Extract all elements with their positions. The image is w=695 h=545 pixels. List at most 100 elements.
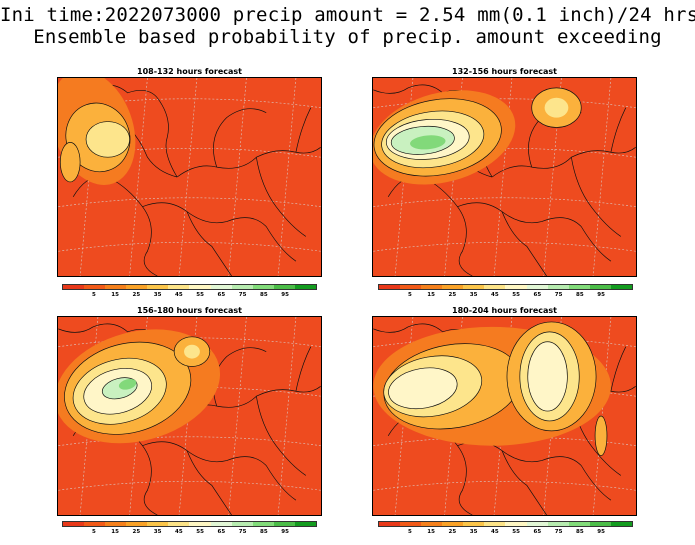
colorbar-label: 55: [512, 292, 520, 298]
colorbar-label: 35: [153, 529, 162, 535]
colorbar-label: 75: [554, 292, 563, 298]
header-line-2: Ensemble based probability of precip. am…: [33, 26, 662, 48]
header-line-1: Ini time:2022073000 precip amount = 2.54…: [0, 4, 695, 26]
colorbar-swatch: [589, 285, 611, 289]
panel-2-map: [372, 77, 637, 277]
colorbar-swatch: [168, 522, 190, 526]
colorbar-swatch: [252, 285, 274, 289]
panel-4-map: [372, 316, 637, 516]
panel-2-colorbar-labels: 5 15 25 35 45 55 65 75 85 95: [378, 292, 633, 300]
colorbar-label: 65: [217, 529, 226, 535]
colorbar-label: 15: [427, 529, 435, 535]
colorbar-swatch: [126, 522, 148, 526]
colorbar-swatch: [273, 285, 295, 289]
colorbar-swatch: [379, 522, 401, 526]
colorbar-swatch: [63, 285, 85, 289]
colorbar-label: 65: [533, 529, 542, 535]
colorbar-label: 45: [491, 292, 499, 298]
colorbar-label: 75: [238, 529, 247, 535]
colorbar-swatch: [589, 522, 611, 526]
colorbar-swatch: [252, 522, 274, 526]
colorbar-swatch: [484, 522, 506, 526]
colorbar-label: 85: [260, 292, 268, 298]
colorbar-swatch: [84, 522, 106, 526]
colorbar-swatch: [484, 285, 506, 289]
colorbar-swatch: [463, 285, 485, 289]
panel-1-colorbar: [62, 284, 317, 290]
colorbar-label: 55: [512, 529, 520, 535]
panel-1-title: 108-132 hours forecast: [137, 67, 242, 76]
colorbar-label: 65: [533, 292, 542, 298]
colorbar-swatch: [210, 285, 232, 289]
colorbar-swatch: [105, 522, 127, 526]
colorbar-swatch: [505, 522, 527, 526]
panel-4-colorbar: [378, 521, 633, 527]
colorbar-label: 95: [597, 529, 605, 535]
panel-3-colorbar-labels: 5 15 25 35 45 55 65 75 85 95: [62, 529, 317, 537]
panel-3-map: [57, 316, 322, 516]
colorbar-swatch: [294, 285, 316, 289]
colorbar-label: 75: [238, 292, 247, 298]
panel-1-map: [57, 77, 322, 277]
colorbar-swatch: [231, 522, 253, 526]
colorbar-swatch: [294, 522, 316, 526]
colorbar-swatch: [231, 285, 253, 289]
colorbar-label: 95: [597, 292, 605, 298]
probability-map: [58, 78, 321, 276]
colorbar-swatch: [189, 522, 211, 526]
colorbar-swatch: [547, 522, 569, 526]
colorbar-label: 95: [281, 292, 289, 298]
colorbar-label: 5: [407, 292, 412, 298]
colorbar-label: 15: [111, 292, 119, 298]
colorbar-label: 65: [217, 292, 226, 298]
colorbar-label: 25: [132, 529, 141, 535]
colorbar-label: 5: [91, 292, 96, 298]
colorbar-swatch: [210, 522, 232, 526]
colorbar-label: 95: [281, 529, 289, 535]
colorbar-swatch: [442, 522, 464, 526]
colorbar-swatch: [400, 522, 422, 526]
colorbar-swatch: [126, 285, 148, 289]
colorbar-swatch: [547, 285, 569, 289]
colorbar-swatch: [610, 285, 632, 289]
colorbar-swatch: [189, 285, 211, 289]
probability-map: [58, 317, 321, 515]
colorbar-label: 25: [132, 292, 141, 298]
colorbar-swatch: [168, 285, 190, 289]
colorbar-swatch: [505, 285, 527, 289]
colorbar-label: 85: [576, 292, 584, 298]
colorbar-label: 45: [491, 529, 499, 535]
colorbar-label: 25: [448, 529, 457, 535]
colorbar-swatch: [421, 285, 443, 289]
colorbar-swatch: [147, 285, 169, 289]
panel-4-title: 180-204 hours forecast: [452, 306, 557, 315]
colorbar-swatch: [105, 285, 127, 289]
colorbar-label: 25: [448, 292, 457, 298]
colorbar-swatch: [421, 522, 443, 526]
colorbar-swatch: [526, 522, 548, 526]
colorbar-swatch: [442, 285, 464, 289]
colorbar-swatch: [379, 285, 401, 289]
probability-map: [373, 78, 636, 276]
panel-2-colorbar: [378, 284, 633, 290]
colorbar-label: 15: [427, 292, 435, 298]
probability-map: [373, 317, 636, 515]
colorbar-swatch: [610, 522, 632, 526]
panel-1-colorbar-labels: 5 15 25 35 45 55 65 75 85 95: [62, 292, 317, 300]
colorbar-label: 15: [111, 529, 119, 535]
panel-3-title: 156-180 hours forecast: [137, 306, 242, 315]
colorbar-swatch: [568, 522, 590, 526]
colorbar-label: 35: [153, 292, 162, 298]
colorbar-label: 45: [175, 292, 183, 298]
colorbar-label: 55: [196, 529, 204, 535]
colorbar-swatch: [568, 285, 590, 289]
colorbar-swatch: [463, 522, 485, 526]
colorbar-label: 55: [196, 292, 204, 298]
colorbar-label: 35: [469, 292, 478, 298]
colorbar-label: 45: [175, 529, 183, 535]
colorbar-swatch: [273, 522, 295, 526]
colorbar-label: 5: [91, 529, 96, 535]
panel-3-colorbar: [62, 521, 317, 527]
colorbar-label: 5: [407, 529, 412, 535]
colorbar-swatch: [84, 285, 106, 289]
